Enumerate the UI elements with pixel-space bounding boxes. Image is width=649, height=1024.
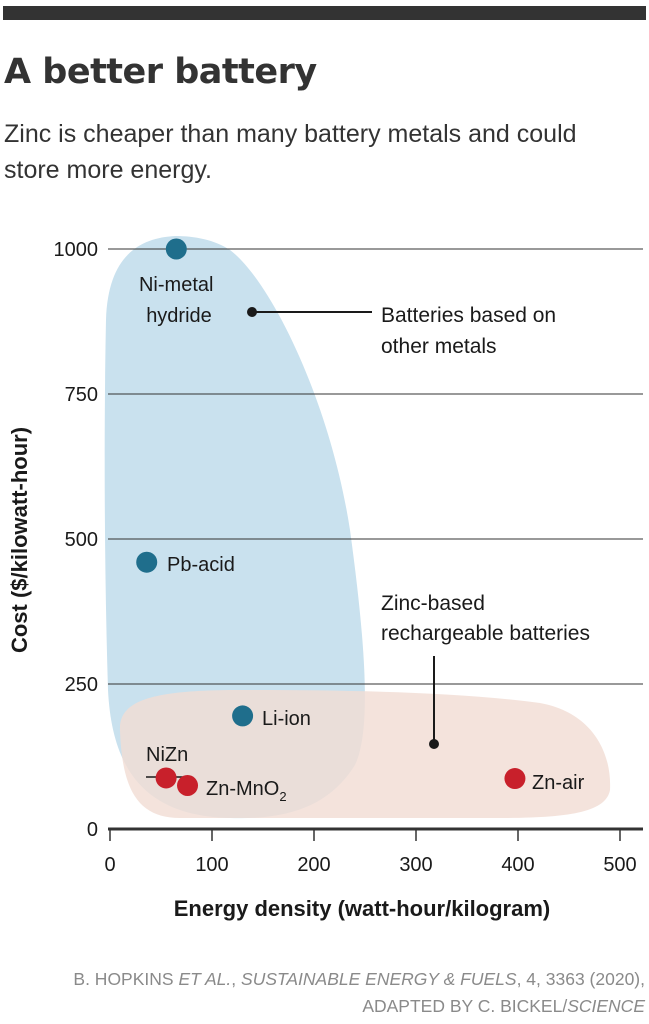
point-zn-air [504, 768, 526, 790]
source-credit: B. HOPKINS ET AL., SUSTAINABLE ENERGY & … [73, 966, 645, 1020]
x-tick-label: 300 [399, 854, 432, 876]
leader-dot-zinc-based [429, 739, 439, 749]
point-ni-metal-hydride [165, 238, 187, 260]
x-tick-label: 500 [603, 854, 636, 876]
credit-line-1: B. HOPKINS ET AL., SUSTAINABLE ENERGY & … [73, 969, 645, 989]
top-rule [3, 6, 646, 20]
y-tick-label: 250 [65, 674, 98, 696]
leader-dot-other-metals [247, 307, 257, 317]
region-zinc-based [119, 690, 611, 818]
annotation-leaders [146, 307, 439, 778]
point-labels: Ni-metal hydride Pb-acid Li-ion NiZn Zn-… [139, 274, 585, 804]
data-points [136, 238, 526, 796]
label-li-ion: Li-ion [262, 708, 311, 730]
point-zn-mno [177, 775, 199, 796]
label-nizn: NiZn [146, 744, 188, 766]
point-nizn [155, 767, 177, 789]
label-pb-acid: Pb-acid [167, 554, 235, 576]
y-tick-label: 0 [87, 819, 98, 841]
x-tick-label: 400 [501, 854, 534, 876]
y-tick-labels: 0 250 500 750 1000 [54, 239, 99, 841]
region-other-metals [104, 236, 365, 819]
x-tick-label: 0 [104, 854, 115, 876]
chart-subtitle: Zinc is cheaper than many battery metals… [4, 120, 577, 184]
label-ni-metal-hydride: Ni-metal hydride [139, 274, 219, 327]
label-zn-mno2-main: Zn-MnO [206, 778, 279, 800]
y-tick-label: 1000 [54, 239, 99, 261]
gridlines [108, 248, 643, 685]
y-axis-title: Cost ($/kilowatt-hour) [7, 427, 32, 653]
x-tick-label: 200 [297, 854, 330, 876]
y-tick-label: 750 [65, 384, 98, 406]
annotation-zinc-based: Zinc-based rechargeable batteries [381, 592, 590, 645]
x-axis-title: Energy density (watt-hour/kilogram) [174, 896, 551, 921]
label-zn-mno2: Zn-MnO2 [206, 778, 287, 804]
label-zn-air: Zn-air [532, 772, 585, 794]
x-tick-labels: 0 100 200 300 400 500 [104, 854, 636, 876]
y-tick-label: 500 [65, 529, 98, 551]
point-pb-acid [136, 551, 158, 573]
annotation-other-metals: Batteries based on other metals [381, 304, 562, 358]
x-axis-ticks [109, 829, 621, 841]
credit-line-2: ADAPTED BY C. BICKEL/SCIENCE [362, 996, 645, 1016]
chart-title: A better battery [4, 52, 317, 92]
point-li-ion [232, 705, 254, 727]
x-tick-label: 100 [195, 854, 228, 876]
label-zn-mno2-sub: 2 [279, 789, 286, 804]
